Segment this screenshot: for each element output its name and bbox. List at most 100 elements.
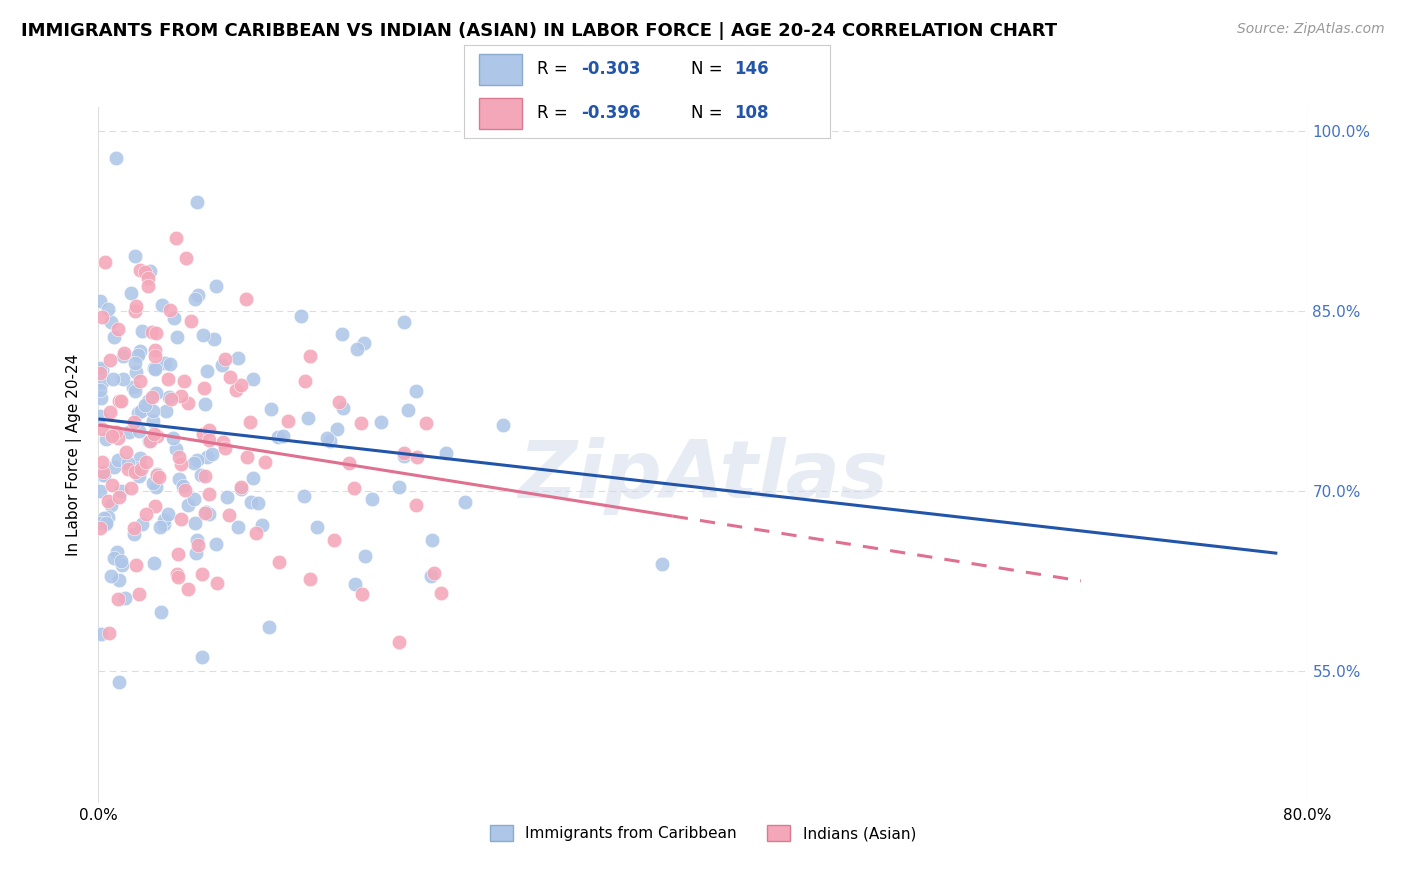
Point bbox=[170, 389, 193, 403]
Point bbox=[128, 468, 150, 483]
Point bbox=[159, 357, 181, 371]
Point bbox=[89, 366, 111, 380]
Point bbox=[100, 568, 122, 582]
Point bbox=[298, 349, 321, 363]
Text: Source: ZipAtlas.com: Source: ZipAtlas.com bbox=[1237, 22, 1385, 37]
Point bbox=[353, 335, 375, 350]
Point bbox=[316, 431, 339, 445]
Point bbox=[112, 349, 135, 363]
Point bbox=[124, 384, 146, 399]
Point bbox=[90, 627, 112, 641]
Point bbox=[198, 423, 221, 437]
Point bbox=[129, 462, 152, 476]
Point bbox=[205, 279, 228, 293]
Point bbox=[162, 431, 184, 445]
Point bbox=[429, 586, 451, 600]
Text: -0.396: -0.396 bbox=[581, 104, 641, 122]
Point bbox=[128, 450, 150, 465]
Point bbox=[157, 390, 180, 404]
Point bbox=[96, 516, 118, 531]
Point bbox=[101, 429, 124, 443]
Point bbox=[173, 374, 195, 388]
Point bbox=[107, 431, 129, 445]
Point bbox=[136, 393, 159, 408]
Point bbox=[387, 635, 409, 649]
Point bbox=[90, 391, 112, 405]
Point bbox=[167, 570, 190, 584]
Point bbox=[242, 372, 264, 386]
Point bbox=[142, 404, 165, 418]
Point bbox=[174, 252, 197, 266]
Point bbox=[91, 375, 114, 389]
Point bbox=[388, 480, 411, 494]
Point bbox=[145, 480, 167, 494]
Point bbox=[97, 301, 120, 316]
Point bbox=[125, 365, 148, 379]
Point bbox=[107, 452, 129, 467]
Point bbox=[172, 479, 194, 493]
Point bbox=[107, 592, 129, 607]
Text: N =: N = bbox=[690, 104, 727, 122]
Point bbox=[128, 460, 150, 475]
Point bbox=[101, 372, 124, 386]
Point bbox=[146, 468, 169, 483]
Point bbox=[146, 467, 169, 482]
Point bbox=[183, 456, 205, 470]
Point bbox=[148, 470, 170, 484]
Point bbox=[166, 329, 188, 343]
Point bbox=[122, 415, 145, 429]
Point bbox=[100, 498, 122, 512]
Point bbox=[422, 533, 444, 547]
Point bbox=[167, 450, 190, 465]
Text: 146: 146 bbox=[734, 60, 769, 78]
Point bbox=[177, 582, 200, 596]
Point bbox=[110, 554, 132, 568]
Point bbox=[124, 558, 146, 572]
Point bbox=[91, 422, 114, 436]
Point bbox=[298, 573, 321, 587]
Point bbox=[117, 462, 139, 476]
Point bbox=[146, 429, 169, 443]
Point bbox=[89, 484, 111, 499]
Point bbox=[191, 650, 214, 665]
FancyBboxPatch shape bbox=[478, 98, 523, 129]
Point bbox=[97, 509, 120, 524]
Text: -0.303: -0.303 bbox=[581, 60, 641, 78]
Point bbox=[167, 472, 190, 486]
Point bbox=[165, 442, 187, 456]
Point bbox=[117, 456, 139, 470]
Point bbox=[128, 424, 150, 438]
Point bbox=[156, 507, 179, 521]
Point bbox=[142, 556, 165, 570]
Point bbox=[204, 537, 226, 551]
Point bbox=[186, 538, 208, 552]
Point bbox=[156, 372, 179, 386]
Point bbox=[94, 516, 117, 530]
Point bbox=[253, 455, 276, 469]
Point bbox=[198, 433, 221, 447]
Point bbox=[91, 310, 114, 325]
Point bbox=[89, 384, 111, 398]
Point bbox=[110, 393, 132, 408]
Point bbox=[194, 469, 217, 483]
Point bbox=[139, 264, 162, 278]
Point bbox=[131, 517, 153, 532]
Point bbox=[245, 526, 267, 541]
Point bbox=[108, 491, 131, 505]
Point bbox=[166, 547, 188, 561]
Point bbox=[141, 390, 163, 404]
Point bbox=[160, 392, 183, 406]
Point bbox=[155, 404, 177, 418]
Point bbox=[214, 441, 236, 455]
Point bbox=[392, 315, 415, 329]
Point bbox=[165, 231, 187, 245]
Point bbox=[651, 557, 673, 571]
Point bbox=[141, 325, 163, 339]
Point bbox=[271, 429, 294, 443]
Point bbox=[394, 450, 416, 464]
Point bbox=[198, 507, 221, 521]
Point bbox=[177, 396, 200, 410]
Point bbox=[226, 351, 249, 365]
Point bbox=[297, 411, 319, 425]
Point bbox=[94, 432, 117, 446]
